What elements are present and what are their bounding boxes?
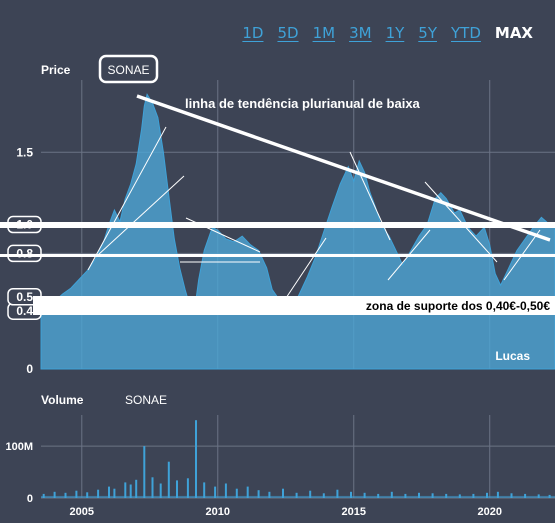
volume-tick-label: 100M [5,441,33,453]
trend-line-b [97,175,185,256]
volume-bar [167,461,170,498]
volume-bar [86,492,89,498]
volume-bar [257,490,260,498]
price-tick-label: 0.5 [16,290,33,304]
volume-bar [363,492,366,498]
trendline-title: linha de tendência plurianual de baixa [185,96,421,111]
volume-bar [309,490,312,498]
x-tick-label: 2015 [342,506,366,518]
volume-bar [537,494,540,498]
trend-line-a [87,126,167,271]
x-tick-label: 2020 [477,506,501,518]
trend-line-e [277,237,327,311]
volume-panel-label: Volume [41,393,84,407]
volume-bar [548,494,551,498]
resistance-line-0-8 [0,254,555,257]
volume-bar [458,494,461,498]
volume-bar [404,493,407,498]
x-tick-label: 2010 [206,506,230,518]
volume-bar [176,480,178,498]
range-tab-3m[interactable]: 3M [349,24,372,42]
price-panel-label: Price [41,63,71,77]
volume-bar [143,446,146,498]
volume-bar [203,482,206,498]
trend-line-h [424,181,498,263]
trend-line-i [503,229,541,281]
range-tab-5d[interactable]: 5D [277,24,299,42]
volume-bar [108,486,110,498]
volume-bar [97,489,100,498]
range-tab-ytd[interactable]: YTD [451,24,481,42]
range-tab-5y[interactable]: 5Y [418,24,437,42]
price-symbol-label[interactable]: SONAE [107,63,149,77]
volume-bar [53,491,56,498]
volume-bar [186,478,189,498]
long-term-downtrend-line [136,94,551,242]
price-tick-label: 0.8 [16,246,33,260]
volume-bar [377,493,380,498]
price-y-ticks: 00.40.50.81.01.5 [7,145,42,376]
symbol-highlight-box [98,54,159,84]
volume-bar [64,492,67,498]
volume-bar [431,493,434,498]
volume-bar [113,488,116,498]
volume-bar [510,493,513,498]
support-zone-label: zona de suporte dos 0,40€-0,50€ [366,299,550,313]
volume-bars [41,420,555,499]
volume-bar [445,493,448,498]
volume-bar [282,488,284,498]
x-axis-ticks: 2005 2010 2015 2020 [70,506,502,518]
x-tick-label: 2005 [70,506,94,518]
range-tab-1d[interactable]: 1D [242,24,264,42]
volume-grid [41,415,555,499]
volume-bar [390,491,393,498]
annotations: linha de tendência plurianual de baixa z… [0,94,555,363]
author-label: Lucas [495,349,530,363]
volume-bar [151,477,154,499]
volume-bar [524,493,527,498]
volume-bar [135,479,138,498]
volume-bar [295,492,298,498]
volume-bar [246,486,249,498]
trend-line-g [387,229,431,281]
volume-bar [496,491,499,498]
support-zone-band [33,296,555,315]
volume-bar [322,493,325,498]
volume-bar [486,492,488,498]
volume-bar [472,493,475,498]
range-tabs: 1D 5D 1M 3M 1Y 5Y YTD MAX [228,24,533,42]
range-tab-max[interactable]: MAX [494,24,533,42]
volume-bar [75,490,78,498]
volume-bar [268,491,271,498]
price-tick-box [7,244,42,263]
volume-bar [336,489,339,498]
volume-bar [350,491,352,498]
volume-bar [418,492,420,498]
price-tick-label: 0.4 [16,304,33,318]
volume-bar [195,420,197,498]
trend-line-c [185,217,261,253]
price-tick-label: 1.5 [16,145,33,159]
volume-base-fill [41,495,555,498]
volume-bar [42,493,45,498]
resistance-line-1 [0,222,555,228]
volume-bar [224,483,227,498]
price-tick-label: 0 [26,362,33,376]
volume-bar [214,486,217,498]
volume-bar [235,488,238,498]
volume-bar [129,484,132,498]
volume-tick-label: 0 [27,493,33,505]
range-tab-1y[interactable]: 1Y [385,24,405,42]
volume-bar [159,483,162,498]
range-tab-1m[interactable]: 1M [312,24,336,42]
volume-bar [124,482,127,498]
trend-line-f [349,151,391,241]
volume-symbol-label: SONAE [125,393,167,407]
volume-y-ticks: 0 100M [5,441,33,505]
